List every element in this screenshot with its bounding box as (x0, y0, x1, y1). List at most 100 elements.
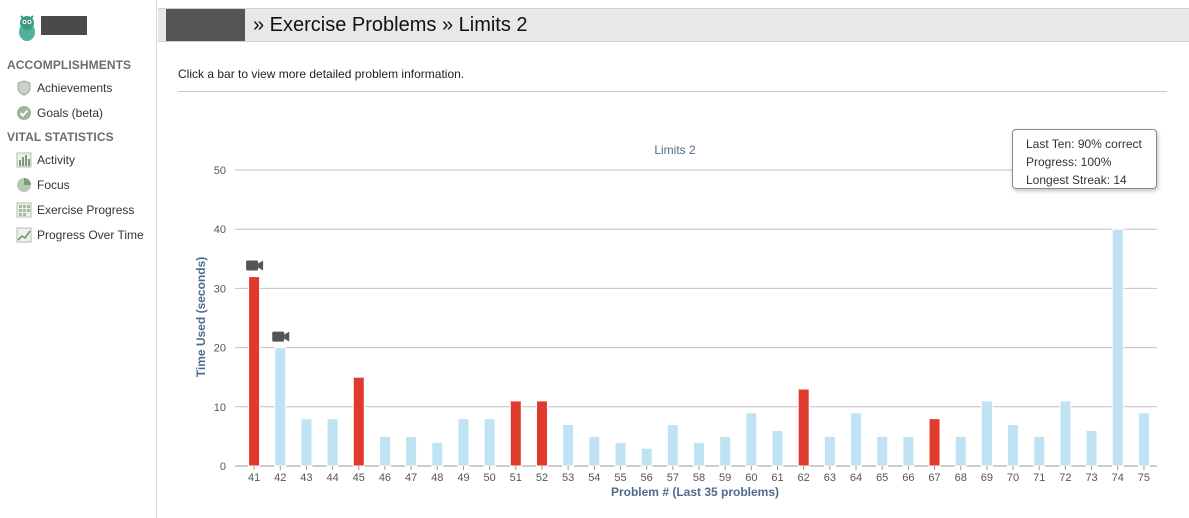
x-tick-label: 53 (562, 472, 574, 484)
x-tick-label: 56 (641, 472, 653, 484)
sidebar-item-label: Progress Over Time (37, 228, 144, 242)
bar-problem-71[interactable] (1033, 435, 1046, 467)
bar-problem-59[interactable] (719, 435, 732, 467)
bar-problem-73[interactable] (1085, 429, 1098, 467)
bar-problem-44[interactable] (326, 418, 339, 467)
bar-problem-49[interactable] (457, 418, 470, 467)
y-axis-label: Time Used (seconds) (194, 257, 208, 377)
x-tick-label: 71 (1033, 472, 1045, 484)
shield-icon (16, 80, 32, 96)
bar-problem-63[interactable] (823, 435, 836, 467)
sidebar-item-achievements[interactable]: Achievements (16, 79, 112, 97)
x-tick-label: 43 (300, 472, 312, 484)
bar-problem-65[interactable] (876, 435, 889, 467)
bar-problem-43[interactable] (300, 418, 313, 467)
tooltip-progress: Progress: 100% (1026, 155, 1112, 169)
bar-problem-41[interactable] (248, 276, 261, 467)
y-tick-label: 30 (214, 283, 226, 295)
bar-problem-51[interactable] (509, 400, 522, 467)
divider (178, 91, 1167, 92)
bar-problem-50[interactable] (483, 418, 496, 467)
x-tick-label: 74 (1112, 472, 1124, 484)
x-tick-label: 41 (248, 472, 260, 484)
bar-problem-55[interactable] (614, 441, 627, 467)
x-tick-label: 52 (536, 472, 548, 484)
bar-problem-66[interactable] (902, 435, 915, 467)
sidebar-item-exercise-progress[interactable]: Exercise Progress (16, 201, 134, 219)
x-tick-label: 63 (824, 472, 836, 484)
x-tick-label: 57 (667, 472, 679, 484)
breadcrumb-redacted-link[interactable] (166, 9, 245, 41)
sidebar-item-label: Goals (beta) (37, 106, 104, 120)
bar-problem-72[interactable] (1059, 400, 1072, 467)
bar-problem-74[interactable] (1111, 228, 1124, 467)
bar-problem-68[interactable] (954, 435, 967, 467)
x-tick-label: 42 (274, 472, 286, 484)
bar-problem-60[interactable] (745, 412, 758, 467)
bar-problem-46[interactable] (378, 435, 391, 467)
x-tick-label: 47 (405, 472, 417, 484)
sidebar-item-label: Focus (37, 178, 70, 192)
x-tick-label: 55 (614, 472, 626, 484)
sidebar-item-label: Activity (37, 153, 76, 167)
sidebar-item-focus[interactable]: Focus (16, 176, 70, 194)
time-used-bar-chart: Limits 2 0 10 20 30 40 50 41 42 43 44 45 46 47 48 49 5… (194, 143, 1157, 499)
sidebar-item-label: Achievements (37, 81, 113, 95)
bar-problem-75[interactable] (1137, 412, 1150, 467)
x-tick-label: 50 (484, 472, 496, 484)
bar-problem-54[interactable] (588, 435, 601, 467)
x-tick-label: 66 (902, 472, 914, 484)
bar-problem-61[interactable] (771, 429, 784, 467)
bar-chart-icon (16, 152, 32, 168)
bar-problem-53[interactable] (562, 424, 575, 467)
bar-problem-48[interactable] (431, 441, 444, 467)
bar-problem-69[interactable] (980, 400, 993, 467)
x-tick-label: 68 (955, 472, 967, 484)
x-tick-label: 72 (1059, 472, 1071, 484)
bar-problem-45[interactable] (352, 376, 365, 467)
bar-problem-58[interactable] (693, 441, 705, 467)
bar-problem-57[interactable] (666, 424, 679, 467)
bar-problem-56[interactable] (640, 447, 653, 467)
x-tick-label: 48 (431, 472, 443, 484)
grid-icon (16, 202, 32, 218)
chart-title: Limits 2 (654, 143, 696, 157)
x-tick-label: 62 (798, 472, 810, 484)
y-tick-label: 40 (214, 224, 226, 236)
x-tick-label: 54 (588, 472, 600, 484)
video-camera-icon[interactable] (272, 331, 290, 342)
bar-problem-64[interactable] (850, 412, 863, 467)
breadcrumb-header: » Exercise Problems » Limits 2 (158, 8, 1189, 42)
bar-problem-70[interactable] (1007, 424, 1020, 467)
tooltip-longest-streak: Longest Streak: 14 (1026, 173, 1127, 187)
line-chart-icon (16, 227, 32, 243)
x-tick-label: 75 (1138, 472, 1150, 484)
bars (246, 228, 1150, 467)
sidebar-item-goals[interactable]: Goals (beta) (16, 104, 103, 122)
page-title: » Exercise Problems » Limits 2 (253, 14, 528, 36)
bar-problem-42[interactable] (274, 347, 287, 467)
vital-statistics-heading: VITAL STATISTICS (7, 130, 114, 144)
bar-problem-47[interactable] (405, 435, 418, 467)
y-tick-label: 10 (214, 402, 226, 414)
khan-mascot-logo[interactable] (12, 12, 42, 42)
checkmark-circle-icon (16, 105, 32, 121)
pie-chart-icon (16, 177, 32, 193)
x-tick-label: 44 (326, 472, 338, 484)
x-tick-label: 58 (693, 472, 705, 484)
y-tick-label: 0 (220, 461, 226, 473)
video-camera-icon[interactable] (246, 260, 264, 271)
bar-problem-52[interactable] (535, 400, 548, 467)
x-tick-label: 46 (379, 472, 391, 484)
instructions-text: Click a bar to view more detailed proble… (178, 67, 465, 81)
y-tick-label: 50 (214, 165, 226, 177)
sidebar-item-activity[interactable]: Activity (16, 151, 75, 169)
x-tick-label: 69 (981, 472, 993, 484)
x-tick-label: 60 (745, 472, 757, 484)
tooltip-last-ten: Last Ten: 90% correct (1026, 137, 1142, 151)
x-tick-label: 64 (850, 472, 862, 484)
sidebar-item-progress-over-time[interactable]: Progress Over Time (16, 226, 144, 244)
bar-problem-62[interactable] (797, 388, 810, 467)
bar-problem-67[interactable] (928, 418, 941, 467)
sidebar-item-label: Exercise Progress (37, 203, 135, 217)
